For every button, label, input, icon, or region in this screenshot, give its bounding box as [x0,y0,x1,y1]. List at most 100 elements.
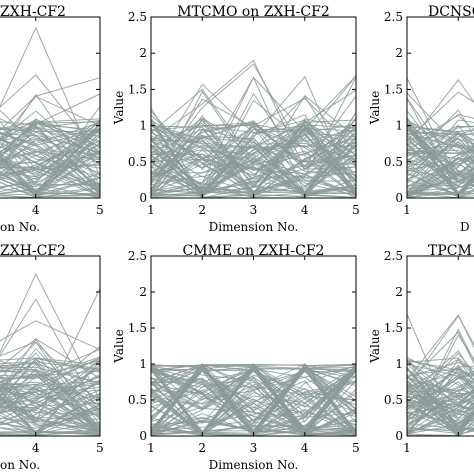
y-tick-label: 0 [139,429,147,443]
series-line [0,138,101,195]
series-line [0,134,101,153]
series-line [406,171,474,187]
series-line [150,365,357,435]
series-line [406,381,474,437]
series-line [0,358,101,386]
series-line [150,114,357,197]
series-line [406,184,474,199]
series-line [0,392,101,436]
series-line [150,120,357,195]
series-line [0,388,101,429]
y-tick-label: 1 [139,357,147,371]
chart-title: DCNSG [428,4,474,20]
series-line [0,393,101,432]
series-line [0,288,101,423]
series-line [150,129,357,196]
series-line [0,130,101,176]
chart-title: MTCMO on ZXH-CF2 [177,4,330,20]
series-line [406,414,474,437]
series-lines [0,272,101,437]
series-line [406,366,474,408]
series-line [406,423,474,431]
series-line [406,119,474,183]
series-line [406,128,474,179]
series-line [0,385,101,418]
series-line [150,366,357,432]
series-line [0,376,101,434]
series-line [0,352,101,435]
series-line [150,134,357,198]
series-lines [0,26,101,199]
series-lines [406,77,474,199]
series-line [150,367,357,436]
chart-panel-6: 0 0.5 1 1.5 2 2.5 1 Value TPCM [368,243,474,455]
series-line [406,331,474,384]
series-line [406,179,474,195]
series-line [406,400,474,424]
series-line [0,151,101,177]
series-line [406,398,474,432]
series-line [0,139,101,156]
series-line [406,367,474,432]
x-tick-label: 1 [147,203,155,217]
series-line [406,122,474,182]
x-axis-label: on No. [0,458,40,472]
series-line [150,145,357,197]
series-line [0,131,101,157]
series-line [0,155,101,187]
series-line [0,373,101,424]
series-line [0,360,101,411]
series-line [406,130,474,142]
series-line [0,122,101,194]
y-tick-label: 1 [395,119,403,133]
series-line [0,128,101,176]
series-line [0,150,101,197]
series-line [0,403,101,420]
series-line [0,154,101,199]
series-line [0,368,101,407]
series-line [406,133,474,180]
series-line [406,113,474,153]
chart-title: CMME on ZXH-CF2 [183,243,325,259]
series-line [406,388,474,436]
series-line [0,385,101,396]
series-line [406,142,474,195]
series-line [406,149,474,160]
series-lines [406,313,474,437]
series-line [150,137,357,199]
y-tick-label: 1.5 [128,82,147,96]
series-line [406,166,474,198]
series-line [0,346,101,399]
series-line [0,120,101,157]
y-tick-label: 1.5 [128,321,147,335]
y-tick-label: 0.5 [384,155,403,169]
series-line [0,368,101,420]
series-line [150,154,357,197]
series-line [0,386,101,433]
series-line [406,152,474,165]
series-line [0,365,101,426]
series-line [406,372,474,392]
series-line [406,366,474,427]
series-line [0,178,101,195]
series-line [0,356,101,380]
x-tick-label: 1 [147,441,155,455]
series-line [406,146,474,193]
y-tick-label: 1 [139,119,147,133]
series-line [406,394,474,407]
y-tick-label: 2 [395,46,403,60]
series-line [0,122,101,145]
series-line [0,360,101,435]
y-tick-label: 0 [139,191,147,205]
chart-panel-3: 0 0.5 1 1.5 2 2.5 1 D Value DCNSG [368,4,474,234]
series-line [150,364,357,436]
series-line [0,127,101,168]
y-tick-label: 2.5 [128,10,147,24]
series-line [406,158,474,193]
y-tick-label: 0 [395,429,403,443]
x-tick-label: 3 [250,203,258,217]
series-line [406,121,474,194]
x-tick-label: 2 [198,203,206,217]
series-line [0,142,101,197]
series-line [406,364,474,420]
